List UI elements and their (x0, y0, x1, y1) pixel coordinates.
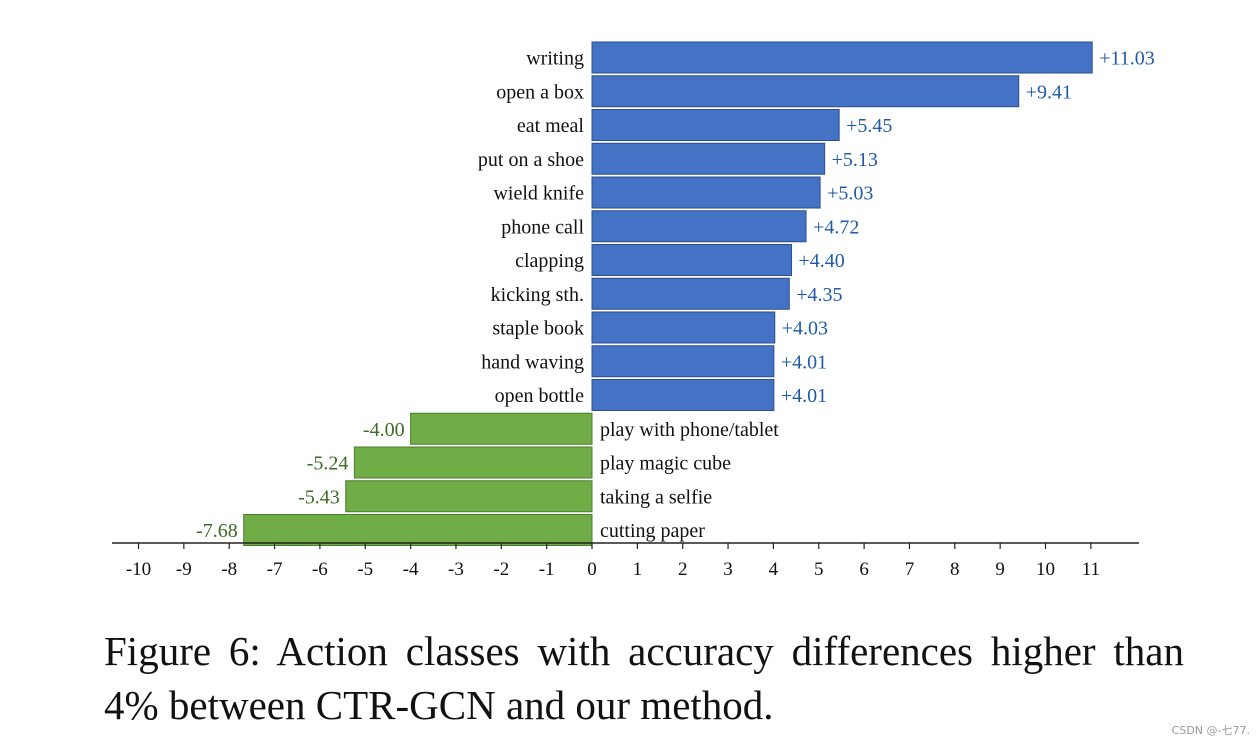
category-label: wield knife (493, 183, 584, 205)
value-label: +4.40 (799, 250, 845, 272)
x-tick-label: -3 (448, 559, 464, 580)
x-tick-label: 3 (723, 559, 733, 580)
x-tick-label: 10 (1036, 559, 1055, 580)
x-tick-label: 0 (587, 559, 597, 580)
value-label: -4.00 (363, 419, 405, 441)
value-label: +5.03 (827, 183, 873, 205)
category-label: kicking sth. (491, 284, 584, 306)
value-label: +4.01 (781, 385, 827, 407)
value-label: +5.13 (832, 149, 878, 171)
bars-layer (243, 41, 1093, 546)
bar-put-on-a-shoe (591, 142, 826, 175)
bar-kicking-sth (591, 277, 790, 310)
x-tick-label: -9 (176, 559, 192, 580)
x-tick-label: -6 (312, 559, 328, 580)
x-tick-label: 11 (1082, 559, 1100, 580)
bar-clapping (591, 244, 793, 276)
bar-play-with-phone-tablet (410, 412, 593, 445)
bar-staple-book (591, 311, 776, 344)
x-tick-label: 9 (995, 559, 1005, 580)
bar-phone-call (591, 210, 807, 243)
value-label: -7.68 (196, 520, 238, 542)
category-label: staple book (492, 318, 584, 340)
x-tick-label: -4 (403, 559, 419, 580)
value-label: +4.35 (796, 284, 842, 306)
category-label: eat meal (517, 115, 585, 137)
category-label: clapping (515, 250, 584, 272)
bar-open-bottle (591, 379, 775, 411)
value-label: +4.01 (781, 351, 827, 373)
x-axis: -10 -9 -8 -7 -6 -5 -4 -3 -2 -1 0 1 2 3 4 5 6 7 8 9 10 11 (112, 542, 1139, 580)
value-label: +4.72 (813, 216, 859, 238)
x-tick-label: -5 (357, 559, 373, 580)
value-label: +5.45 (846, 115, 892, 137)
category-label: hand waving (481, 351, 584, 373)
category-label: cutting paper (600, 520, 705, 542)
x-tick-label: 5 (814, 559, 824, 580)
x-tick-label: -2 (493, 559, 509, 580)
value-label: +9.41 (1026, 81, 1072, 103)
bar-taking-a-selfie (345, 480, 593, 513)
bar-hand-waving (591, 345, 775, 378)
category-label: phone call (501, 216, 584, 238)
category-label: put on a shoe (478, 149, 584, 171)
value-label: +4.03 (782, 318, 828, 340)
x-tick-label: -8 (221, 559, 237, 580)
bar-open-a-box (591, 75, 1020, 108)
x-tick-label: -1 (539, 559, 555, 580)
x-tick-label: 7 (905, 559, 915, 580)
category-label: play magic cube (600, 453, 731, 475)
x-tick-label: 6 (859, 559, 869, 580)
category-label: play with phone/tablet (600, 419, 779, 441)
value-label: -5.43 (298, 486, 340, 508)
value-label: +11.03 (1099, 48, 1155, 70)
x-tick-label: 1 (633, 559, 643, 580)
figure-caption: Figure 6: Action classes with accuracy d… (104, 628, 1184, 728)
watermark: CSDN @-七77. (1171, 724, 1250, 737)
x-tick-label: 8 (950, 559, 960, 580)
category-label: writing (526, 48, 584, 70)
x-tick-label: 2 (678, 559, 688, 580)
bar-writing (591, 41, 1093, 74)
x-tick-label: 4 (769, 559, 779, 580)
bar-play-magic-cube (353, 446, 593, 479)
bar-wield-knife (591, 176, 821, 209)
category-label: taking a selfie (600, 486, 712, 508)
value-label: -5.24 (307, 453, 349, 475)
x-tick-label: -7 (267, 559, 283, 580)
bar-cutting-paper (243, 514, 593, 546)
labels-layer: writing +11.03 open a box +9.41 eat meal +5.4… (196, 48, 1155, 543)
category-label: open bottle (495, 385, 585, 407)
category-label: open a box (496, 81, 584, 103)
bar-chart: writing +11.03 open a box +9.41 eat meal +5.4… (112, 41, 1155, 580)
x-tick-label: -10 (126, 559, 151, 580)
bar-eat-meal (591, 109, 840, 141)
